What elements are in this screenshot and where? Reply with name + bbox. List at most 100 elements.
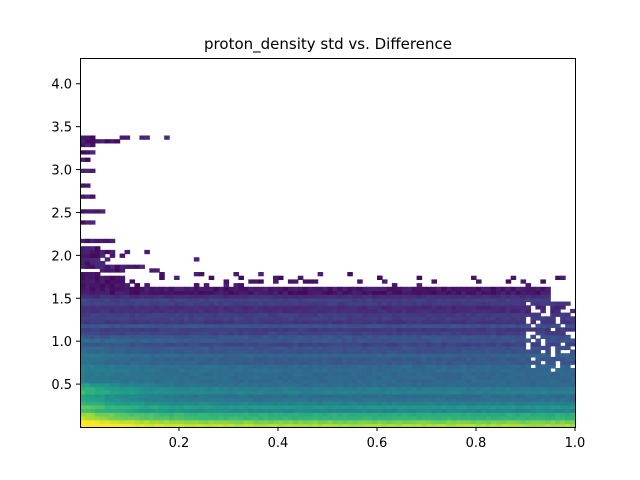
heatmap-cell [471, 360, 477, 365]
heatmap-cell [268, 423, 274, 428]
heatmap-cell [416, 390, 423, 395]
heatmap-cell [258, 316, 264, 321]
heatmap-cell [367, 415, 373, 421]
heatmap-cell [104, 283, 111, 288]
y-tick-label: 2.0 [51, 249, 72, 264]
heatmap-cell [550, 305, 556, 310]
heatmap-cell [545, 331, 551, 336]
heatmap-cell [347, 390, 353, 395]
heatmap-cell [490, 379, 497, 384]
heatmap-cell [401, 301, 408, 306]
heatmap-cell [337, 382, 343, 388]
heatmap-cell [560, 423, 566, 428]
heatmap-cell [500, 364, 507, 369]
heatmap-cell [461, 345, 467, 351]
heatmap-cell [317, 331, 324, 336]
heatmap-cell [149, 404, 155, 410]
heatmap-cell [550, 319, 556, 325]
heatmap-cell [292, 371, 299, 376]
heatmap-cell [248, 286, 254, 292]
heatmap-cell [278, 349, 284, 354]
heatmap-cell [134, 423, 140, 428]
heatmap-cell [169, 312, 175, 317]
heatmap-cell [188, 345, 195, 351]
heatmap-cell [80, 260, 86, 266]
heatmap-cell [322, 404, 329, 410]
heatmap-cell [446, 316, 452, 321]
heatmap-cell [451, 404, 457, 410]
heatmap-cell [248, 301, 254, 306]
heatmap-cell [451, 327, 457, 332]
heatmap-cell [396, 364, 403, 369]
heatmap-cell [99, 364, 106, 369]
heatmap-cell [466, 367, 472, 373]
heatmap-cell [545, 360, 551, 365]
heatmap-cell [297, 331, 304, 336]
heatmap-cell [119, 360, 126, 365]
heatmap-cell [183, 356, 190, 362]
heatmap-cell [436, 349, 442, 354]
heatmap-cell [431, 345, 437, 351]
heatmap-cell [495, 323, 502, 328]
heatmap-cell [317, 334, 324, 340]
heatmap-cell [362, 360, 368, 365]
heatmap-cell [490, 371, 497, 376]
heatmap-cell [520, 367, 527, 373]
heatmap-cell [367, 345, 373, 351]
heatmap-cell [411, 319, 418, 325]
heatmap-cell [287, 379, 294, 384]
heatmap-cell [545, 367, 551, 373]
heatmap-cell [535, 301, 541, 306]
heatmap-cell [485, 301, 492, 306]
heatmap-cell [347, 338, 353, 343]
heatmap-cell [431, 393, 437, 399]
heatmap-cell [332, 423, 338, 428]
heatmap-cell [243, 364, 249, 369]
heatmap-cell [456, 360, 462, 365]
heatmap-cell [297, 334, 304, 340]
heatmap-cell [223, 283, 230, 288]
heatmap-cell [540, 415, 546, 421]
heatmap-cell [183, 338, 190, 343]
heatmap-cell [268, 327, 274, 332]
heatmap-cell [401, 379, 408, 384]
heatmap-cell [248, 345, 254, 351]
heatmap-cell [307, 371, 314, 376]
heatmap-cell [80, 301, 86, 306]
heatmap-cell [258, 356, 264, 362]
heatmap-cell [367, 319, 373, 325]
heatmap-cell [154, 364, 160, 369]
heatmap-cell [228, 297, 235, 303]
heatmap-cell [372, 323, 378, 328]
heatmap-cell [119, 386, 126, 391]
heatmap-cell [347, 327, 353, 332]
heatmap-cell [80, 371, 86, 376]
heatmap-cell [203, 423, 210, 428]
heatmap-cell [292, 286, 299, 292]
heatmap-cell [169, 356, 175, 362]
heatmap-cell [391, 334, 398, 340]
heatmap-cell [555, 334, 561, 340]
heatmap-cell [480, 308, 487, 314]
heatmap-cell [268, 386, 274, 391]
chart-title: proton_density std vs. Difference [204, 35, 452, 54]
heatmap-cell [337, 393, 343, 399]
heatmap-cell [372, 353, 378, 358]
heatmap-cell [560, 345, 566, 351]
heatmap-cell [164, 327, 170, 332]
heatmap-cell [466, 338, 472, 343]
heatmap-cell [372, 294, 378, 299]
heatmap-cell [124, 297, 131, 303]
heatmap-cell [381, 331, 388, 336]
heatmap-cell [297, 297, 304, 303]
heatmap-cell [317, 312, 324, 317]
heatmap-cell [302, 393, 309, 399]
heatmap-cell [80, 305, 86, 310]
heatmap-cell [495, 364, 502, 369]
heatmap-cell [337, 305, 343, 310]
heatmap-cell [109, 342, 116, 347]
heatmap-cell [84, 375, 91, 380]
heatmap-cell [109, 238, 116, 244]
heatmap-cell [406, 404, 413, 410]
heatmap-cell [248, 364, 254, 369]
